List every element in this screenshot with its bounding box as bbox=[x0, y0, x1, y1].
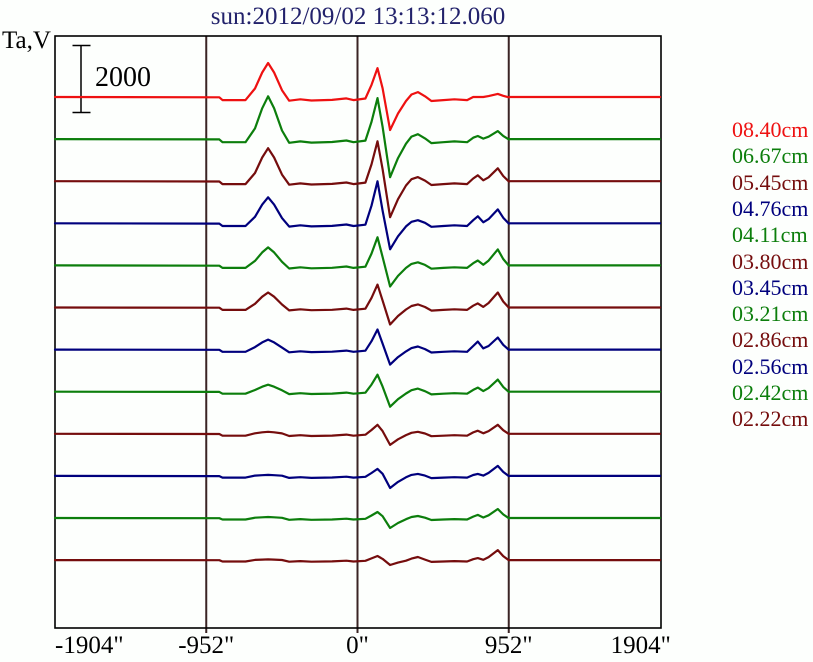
trace-02.42cm bbox=[53, 507, 662, 530]
trace-05.45cm bbox=[53, 140, 662, 219]
x-axis-tick-labels: -1904" -952" 0" 952" 1904" bbox=[0, 632, 813, 662]
trace-04.76cm bbox=[53, 180, 662, 251]
trace-02.22cm bbox=[53, 548, 662, 567]
x-tick--952: -952" bbox=[178, 632, 235, 659]
trace-06.67cm bbox=[53, 95, 662, 179]
gridlines-group bbox=[205, 36, 510, 633]
trace-03.45cm bbox=[53, 328, 662, 366]
scale-bar bbox=[72, 44, 91, 114]
chart-title: sun:2012/09/02 13:13:12.060 bbox=[210, 3, 506, 30]
trace-02.56cm bbox=[53, 464, 662, 490]
trace-03.80cm bbox=[53, 283, 662, 326]
trace-02.86cm bbox=[53, 423, 662, 446]
y-axis-label: Ta,V bbox=[2, 27, 51, 54]
trace-08.40cm bbox=[53, 61, 662, 132]
x-tick-1904: 1904" bbox=[610, 632, 671, 659]
trace-04.11cm bbox=[53, 236, 662, 288]
plot-frame bbox=[54, 35, 662, 629]
x-tick-0: 0" bbox=[346, 632, 369, 659]
trace-03.21cm bbox=[53, 373, 662, 408]
x-tick-952: 952" bbox=[484, 632, 533, 659]
trace-lines bbox=[53, 61, 662, 567]
x-tick--1904: -1904" bbox=[55, 632, 124, 659]
scale-bar-value: 2000 bbox=[95, 62, 151, 93]
